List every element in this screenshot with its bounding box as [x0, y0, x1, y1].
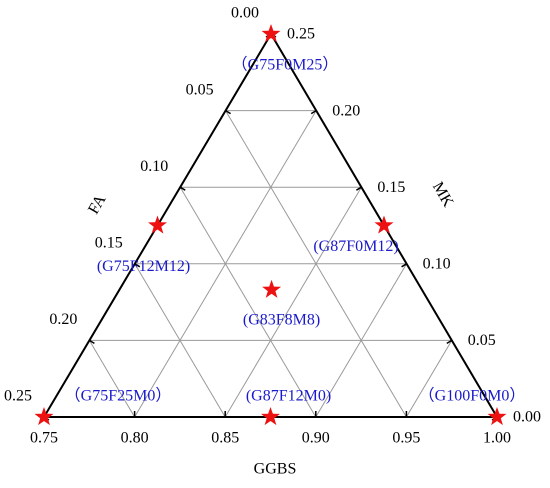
point-label: (G75F12M12): [97, 258, 190, 275]
point-label: （G75F25M0）: [65, 387, 172, 405]
tick-mark: [310, 109, 317, 115]
fa-tick-label: 0.10: [140, 158, 168, 175]
grid-line: [315, 263, 408, 418]
point-label: （G75F0M25）: [232, 56, 339, 74]
grid-line: [405, 340, 453, 418]
tick-mark: [179, 186, 186, 191]
grid-line: [224, 186, 362, 418]
ggbs-tick-label: 0.95: [392, 430, 420, 447]
ggbs-tick-label: 0.85: [211, 430, 239, 447]
ggbs-tick-label: 0.80: [121, 430, 149, 447]
mk-tick-label: 0.25: [287, 26, 315, 43]
tick-mark: [401, 263, 407, 268]
grid-line: [88, 340, 136, 418]
fa-tick-label: 0.15: [95, 234, 123, 251]
point-label: （G100F0M0）: [419, 387, 526, 405]
mk-tick-label: 0.10: [423, 255, 451, 272]
ggbs-tick-label: 0.75: [30, 430, 58, 447]
mk-axis-title: MK: [429, 179, 457, 210]
mk-tick-label: 0.20: [332, 102, 360, 119]
grid-line: [134, 110, 317, 418]
tick-mark: [89, 339, 95, 345]
ggbs-axis-title: GGBS: [254, 461, 297, 478]
point-label: (G83F8M8): [243, 312, 320, 329]
data-point: [261, 407, 280, 426]
point-label: (G87F0M12): [313, 238, 398, 255]
tick-mark: [225, 109, 231, 115]
fa-tick-label: 0.25: [4, 388, 32, 405]
data-point: [34, 407, 54, 426]
fa-axis-title: FA: [85, 192, 110, 218]
tick-mark: [446, 339, 453, 345]
data-point: [487, 407, 507, 426]
tick-mark: [356, 186, 362, 191]
mk-tick-label: 0.00: [513, 409, 541, 426]
fa-tick-label: 0.20: [49, 311, 77, 328]
grid-line: [179, 186, 317, 418]
triangle-frame: [42, 32, 499, 418]
point-label: (G87F12M0): [246, 388, 331, 405]
ggbs-tick-label: 0.90: [302, 430, 330, 447]
mk-tick-label: 0.15: [377, 179, 405, 196]
tick-mark: [134, 263, 141, 268]
ggbs-tick-label: 1.00: [483, 430, 511, 447]
data-point: [261, 24, 281, 43]
data-point: [374, 215, 394, 234]
mk-tick-label: 0.05: [468, 332, 496, 349]
fa-tick-label: 0.05: [186, 81, 214, 98]
data-point: [262, 279, 282, 298]
fa-tick-label: 0.00: [231, 5, 259, 22]
data-point: [148, 215, 167, 234]
